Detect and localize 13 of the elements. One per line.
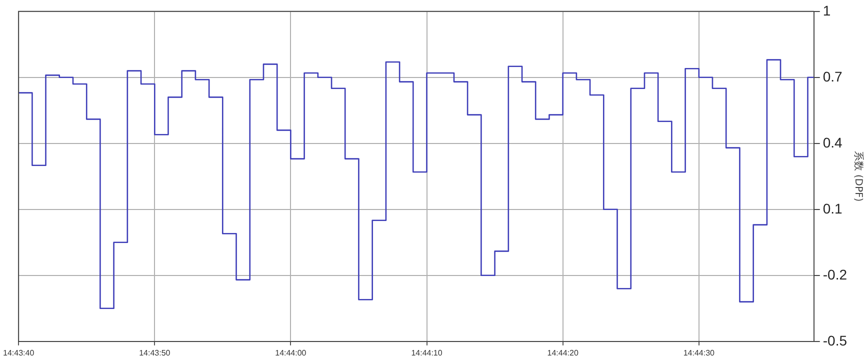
x-tick-label: 14:43:50	[139, 348, 171, 358]
y-tick-label: 0.7	[822, 68, 843, 84]
y-tick-label: -0.2	[822, 266, 848, 282]
y-tick-label: 0.1	[822, 200, 843, 216]
x-tick-label: 14:43:40	[3, 348, 35, 358]
x-tick-label: 14:44:10	[411, 348, 443, 358]
y-tick-label: -0.5	[822, 332, 848, 348]
y-tick-label: 0.4	[822, 134, 843, 150]
y-axis-title: 系数 (DPF)	[852, 151, 864, 202]
x-tick-label: 14:44:20	[547, 348, 579, 358]
x-tick-label: 14:44:30	[683, 348, 716, 358]
y-tick-label: 1	[822, 2, 831, 18]
x-tick-label: 14:44:00	[275, 348, 307, 358]
